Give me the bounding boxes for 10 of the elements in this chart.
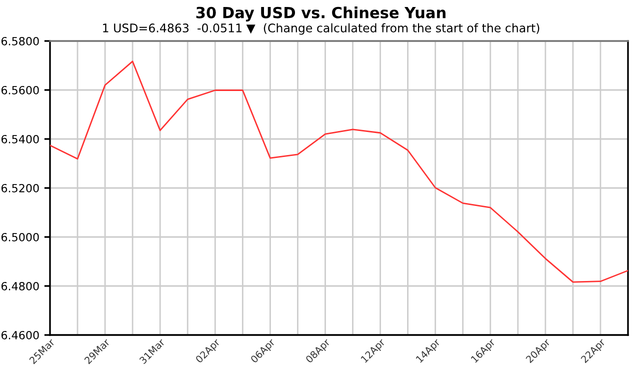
y-tick-label: 6.4600 — [1, 330, 39, 340]
y-tick-label: 6.5800 — [1, 36, 39, 46]
y-tick-label: 6.5000 — [1, 232, 39, 242]
chart-title: 30 Day USD vs. Chinese Yuan — [196, 6, 446, 22]
y-tick-label: 6.5200 — [1, 184, 39, 192]
y-tick-label: 6.5400 — [1, 134, 39, 144]
line-series — [50, 60, 628, 283]
chart-subtitle: 1 USD=6.4863 -0.0511 ▼ (Change calculated from the start of the chart) — [103, 23, 540, 35]
y-tick-label: 6.4800 — [1, 282, 39, 290]
y-tick-label: 6.5600 — [1, 86, 39, 94]
